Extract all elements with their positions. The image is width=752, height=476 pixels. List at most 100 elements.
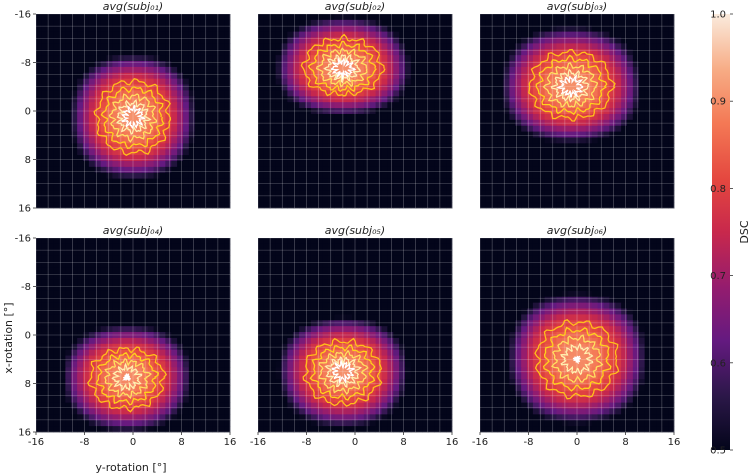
heatmap-cell (194, 96, 202, 103)
heatmap-cell (532, 149, 540, 156)
heatmap-cell (112, 390, 119, 398)
heatmap-cell (47, 178, 55, 185)
heatmap-cell (83, 373, 90, 380)
heatmap-cell (428, 113, 435, 121)
heatmap-cell (206, 379, 213, 386)
heatmap-cell (53, 166, 60, 174)
heatmap-cell (159, 14, 166, 21)
heatmap-cell (568, 190, 575, 197)
heatmap-cell (626, 155, 634, 162)
heatmap-cell (171, 96, 178, 103)
heatmap-cell (200, 302, 207, 309)
heatmap-cell (159, 55, 166, 62)
heatmap-cell (626, 61, 634, 68)
heatmap-cell (188, 390, 196, 398)
heatmap-cell (281, 137, 288, 144)
heatmap-cell (159, 273, 166, 280)
heatmap-cell (218, 349, 225, 356)
heatmap-cell (188, 343, 196, 351)
heatmap-cell (322, 96, 329, 103)
heatmap-cell (340, 255, 347, 262)
heatmap-cell (532, 131, 540, 138)
heatmap-cell (446, 125, 453, 132)
heatmap-cell (200, 137, 207, 144)
heatmap-cell (287, 172, 294, 180)
heatmap-cell (177, 178, 184, 185)
heatmap-cell (550, 184, 557, 191)
heatmap-cell (328, 31, 335, 38)
heatmap-cell (77, 172, 84, 180)
heatmap-cell (188, 66, 196, 74)
heatmap-cell (562, 119, 569, 127)
heatmap-cell (509, 37, 516, 44)
heatmap-cell (615, 113, 622, 121)
heatmap-cell (141, 14, 149, 21)
heatmap-cell (615, 202, 622, 209)
heatmap-cell (100, 125, 107, 132)
heatmap-cell (269, 238, 277, 245)
heatmap-cell (130, 390, 137, 398)
heatmap-cell (579, 172, 587, 180)
heatmap-cell (83, 137, 90, 144)
heatmap-cell (200, 113, 207, 121)
heatmap-cell (165, 273, 172, 280)
heatmap-cell (218, 373, 225, 380)
heatmap-cell (41, 314, 49, 321)
heatmap-cell (177, 390, 184, 398)
heatmap-cell (369, 37, 376, 44)
heatmap-cell (182, 426, 190, 433)
heatmap-cell (171, 355, 178, 362)
heatmap-cell (509, 43, 516, 50)
heatmap-cell (112, 119, 119, 127)
heatmap-cell (59, 61, 66, 68)
heatmap-cell (65, 390, 72, 398)
heatmap-cell (218, 113, 225, 121)
heatmap-cell (434, 14, 441, 21)
heatmap-cell (428, 43, 435, 50)
heatmap-cell (171, 367, 178, 374)
heatmap-cell (650, 196, 657, 203)
heatmap-cell (112, 72, 119, 80)
heatmap-cell (428, 166, 435, 174)
heatmap-cell (638, 72, 646, 80)
heatmap-cell (480, 108, 487, 115)
heatmap-cell (352, 131, 359, 138)
heatmap-cell (206, 184, 213, 191)
heatmap-cell (656, 166, 663, 174)
heatmap-cell (159, 155, 166, 162)
heatmap-cell (428, 172, 435, 180)
heatmap-cell (59, 261, 66, 268)
heatmap-cell (281, 84, 288, 91)
heatmap-cell (650, 119, 657, 127)
heatmap-cell (41, 367, 49, 374)
heatmap-cell (334, 25, 341, 33)
heatmap-cell (609, 137, 616, 144)
heatmap-cell (357, 202, 365, 209)
heatmap-cell (609, 43, 616, 50)
heatmap-cell (632, 84, 640, 91)
heatmap-cell (269, 66, 277, 74)
heatmap-cell (579, 184, 587, 191)
heatmap-cell (346, 102, 353, 109)
heatmap-cell (147, 31, 154, 38)
heatmap-cell (410, 255, 418, 262)
heatmap-cell (480, 125, 487, 132)
heatmap-cell (130, 25, 137, 33)
heatmap-cell (532, 184, 540, 191)
heatmap-cell (88, 190, 96, 197)
heatmap-cell (434, 279, 441, 286)
heatmap-cell (375, 143, 382, 150)
heatmap-cell (159, 184, 166, 191)
contour-line (121, 373, 132, 382)
heatmap-cell (59, 31, 66, 38)
heatmap-cell (177, 90, 184, 97)
heatmap-cell (544, 137, 551, 144)
heatmap-cell (281, 149, 288, 156)
heatmap-cell (556, 96, 563, 103)
heatmap-cell (118, 279, 125, 286)
heatmap-cell (662, 172, 669, 180)
heatmap-cell (77, 396, 84, 404)
heatmap-cell (200, 102, 207, 109)
heatmap-cell (369, 125, 376, 132)
heatmap-cell (53, 367, 60, 374)
